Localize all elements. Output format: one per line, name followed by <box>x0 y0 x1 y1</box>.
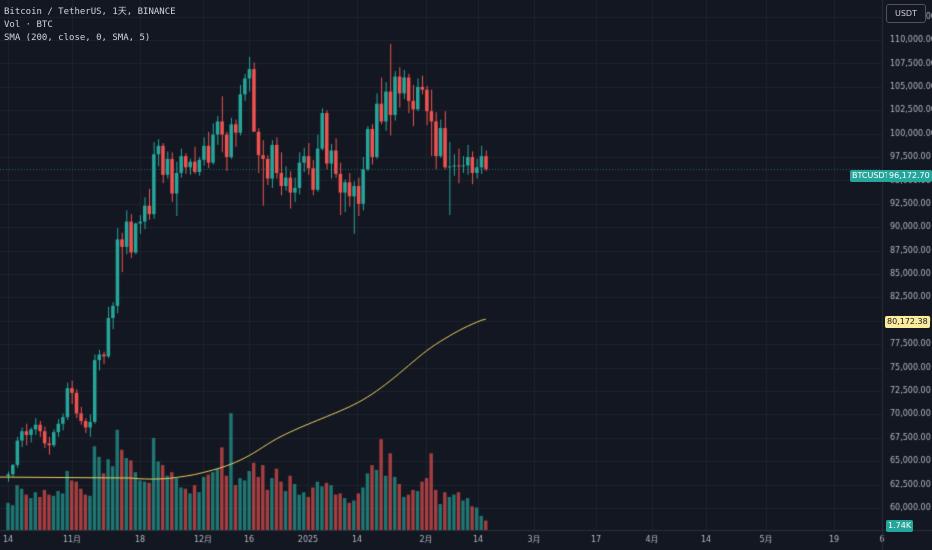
last-price-tag: 96,172.70 <box>887 170 932 182</box>
chart-legend: Bitcoin / TetherUS, 1天, BINANCE Vol · BT… <box>4 6 176 45</box>
symbol-price-tag: BTCUSDT <box>850 170 892 182</box>
sma-value-tag: 80,172.38 <box>885 316 930 328</box>
currency-button[interactable]: USDT <box>886 4 926 23</box>
sma-legend[interactable]: SMA (200, close, 0, SMA, 5) <box>4 33 151 43</box>
symbol-title[interactable]: Bitcoin / TetherUS, 1天, BINANCE <box>4 7 176 17</box>
volume-value-tag: 1.74K <box>886 520 914 532</box>
volume-legend[interactable]: Vol · BTC <box>4 20 53 30</box>
